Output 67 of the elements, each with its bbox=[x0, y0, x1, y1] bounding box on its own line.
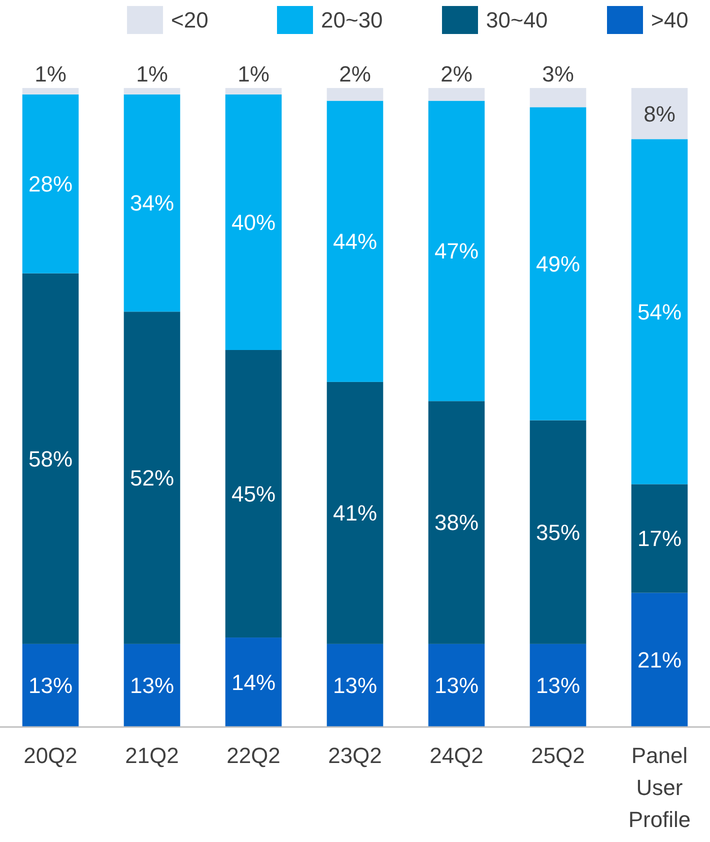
data-label: 49% bbox=[536, 251, 580, 276]
data-label: 1% bbox=[136, 62, 168, 87]
legend-label: >40 bbox=[651, 8, 688, 33]
data-label: 2% bbox=[440, 62, 472, 87]
data-label: 35% bbox=[536, 520, 580, 545]
bar bbox=[326, 88, 384, 101]
bar bbox=[22, 644, 79, 727]
bar bbox=[428, 88, 485, 101]
bar bbox=[225, 638, 282, 727]
data-label: 17% bbox=[637, 526, 682, 552]
data-label: 45% bbox=[231, 481, 276, 506]
legend-label: 30~40 bbox=[486, 8, 548, 33]
bar bbox=[530, 644, 586, 727]
x-tick-label: 25Q2 bbox=[531, 743, 585, 768]
bar bbox=[124, 312, 180, 644]
bar bbox=[124, 94, 180, 312]
legend-label: 20~30 bbox=[321, 8, 383, 33]
bar bbox=[530, 88, 586, 108]
bar bbox=[22, 273, 79, 644]
bar bbox=[428, 401, 485, 644]
data-label: 34% bbox=[130, 190, 174, 216]
x-tick-label: 23Q2 bbox=[328, 743, 382, 768]
bar bbox=[631, 139, 688, 484]
bar bbox=[225, 350, 282, 638]
data-label: 21% bbox=[637, 648, 682, 673]
bar bbox=[631, 484, 688, 593]
data-label: 52% bbox=[130, 465, 174, 490]
x-tick-label: 24Q2 bbox=[430, 743, 484, 768]
bar bbox=[326, 382, 384, 644]
bar bbox=[530, 420, 586, 644]
bar bbox=[225, 88, 282, 94]
data-label: 13% bbox=[130, 673, 174, 698]
bar bbox=[22, 94, 79, 274]
data-label: 44% bbox=[332, 229, 378, 254]
data-label: 28% bbox=[28, 172, 73, 197]
bar bbox=[124, 88, 180, 94]
bar bbox=[225, 94, 282, 350]
data-label: 13% bbox=[28, 673, 73, 698]
x-tick-label: 20Q2 bbox=[24, 743, 78, 768]
data-label: 1% bbox=[238, 62, 270, 87]
data-label: 54% bbox=[637, 299, 682, 324]
bar bbox=[428, 644, 485, 727]
data-label: 14% bbox=[231, 670, 276, 695]
bar bbox=[124, 644, 180, 727]
x-tick-label: 21Q2 bbox=[125, 743, 179, 768]
data-label: 58% bbox=[28, 446, 73, 472]
data-label: 13% bbox=[332, 673, 378, 698]
bar bbox=[631, 88, 688, 140]
data-label: 41% bbox=[332, 500, 378, 526]
bar bbox=[530, 107, 586, 420]
data-label: 38% bbox=[434, 510, 479, 536]
data-label: 1% bbox=[34, 62, 66, 87]
data-label: 8% bbox=[644, 101, 676, 126]
data-label: 13% bbox=[434, 673, 479, 698]
x-tick-label: 22Q2 bbox=[226, 743, 280, 768]
bar bbox=[326, 100, 384, 382]
data-label: 40% bbox=[231, 210, 276, 235]
bar bbox=[428, 100, 485, 402]
data-label: 47% bbox=[434, 238, 479, 264]
legend-label: <20 bbox=[171, 8, 208, 33]
bar bbox=[631, 592, 688, 727]
data-label: 2% bbox=[339, 62, 371, 87]
bar bbox=[326, 644, 384, 727]
data-label: 13% bbox=[536, 673, 580, 698]
data-label: 3% bbox=[542, 62, 574, 87]
bar bbox=[22, 88, 79, 94]
x-tick-label: Panel User Profile bbox=[628, 743, 691, 832]
